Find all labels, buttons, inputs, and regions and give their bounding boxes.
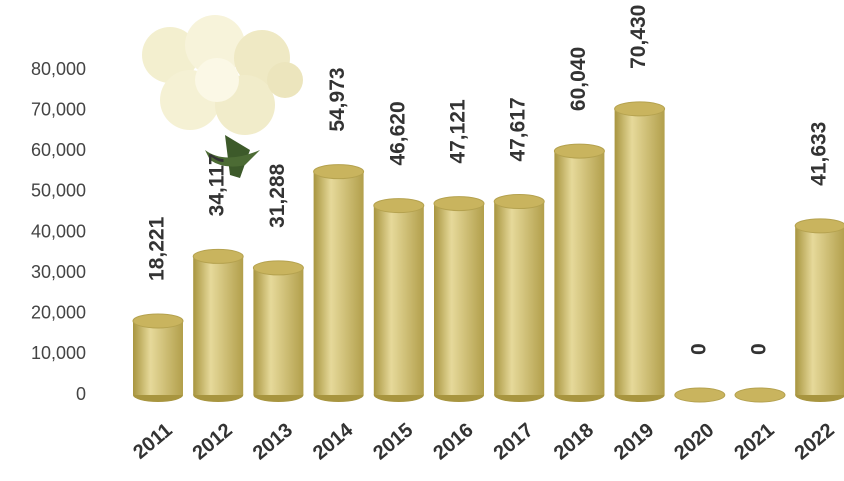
value-label: 0	[748, 343, 771, 355]
value-label: 0	[687, 343, 710, 355]
bar	[494, 201, 545, 395]
bar-top	[674, 387, 726, 403]
x-tick-label: 2015	[369, 419, 417, 464]
bar	[253, 267, 304, 395]
bar	[795, 225, 844, 395]
x-tick-label: 2013	[249, 419, 297, 464]
bar-top	[373, 198, 425, 214]
value-label: 18,221	[146, 216, 169, 281]
value-label: 70,430	[627, 5, 650, 69]
y-tick-label: 10,000	[31, 343, 86, 363]
bar	[193, 256, 244, 395]
flower-image	[142, 15, 303, 178]
y-tick-label: 0	[76, 384, 86, 404]
bar	[133, 320, 183, 395]
y-tick-label: 20,000	[31, 303, 86, 323]
bar	[373, 205, 424, 395]
bar-top	[614, 101, 666, 117]
x-tick-label: 2016	[429, 419, 477, 464]
x-tick-label: 2022	[791, 419, 839, 464]
bar-top	[192, 248, 244, 264]
x-tick-label: 2018	[550, 419, 598, 464]
y-tick-label: 30,000	[31, 262, 86, 282]
bar	[554, 151, 605, 395]
bar-top	[553, 143, 605, 159]
value-label: 47,121	[447, 99, 470, 164]
x-tick-label: 2020	[670, 419, 718, 464]
value-label: 47,617	[507, 97, 530, 161]
bar-top	[132, 313, 184, 329]
bar-top	[734, 387, 786, 403]
value-label: 41,633	[808, 122, 831, 186]
x-tick-label: 2014	[309, 418, 358, 464]
value-label: 54,973	[326, 67, 349, 131]
value-label: 46,620	[386, 101, 409, 165]
y-tick-label: 60,000	[31, 140, 86, 160]
value-label: 31,288	[266, 163, 289, 228]
x-tick-label: 2012	[189, 419, 237, 464]
bar-top	[433, 196, 485, 212]
value-label: 60,040	[567, 47, 590, 111]
y-tick-label: 40,000	[31, 221, 86, 241]
y-tick-label: 50,000	[31, 181, 86, 201]
y-tick-label: 70,000	[31, 99, 86, 119]
bar-top	[493, 194, 545, 210]
x-tick-label: 2019	[610, 419, 658, 464]
bar-top	[252, 260, 304, 276]
x-tick-label: 2021	[730, 419, 778, 464]
bar-top	[794, 218, 844, 234]
bar	[313, 171, 364, 395]
x-tick-label: 2017	[490, 419, 538, 464]
y-tick-label: 80,000	[31, 59, 86, 79]
bar	[434, 203, 484, 395]
value-label: 34,117	[206, 153, 229, 216]
bar-top	[313, 164, 365, 180]
bar	[614, 108, 665, 396]
x-tick-label: 2011	[129, 419, 176, 464]
